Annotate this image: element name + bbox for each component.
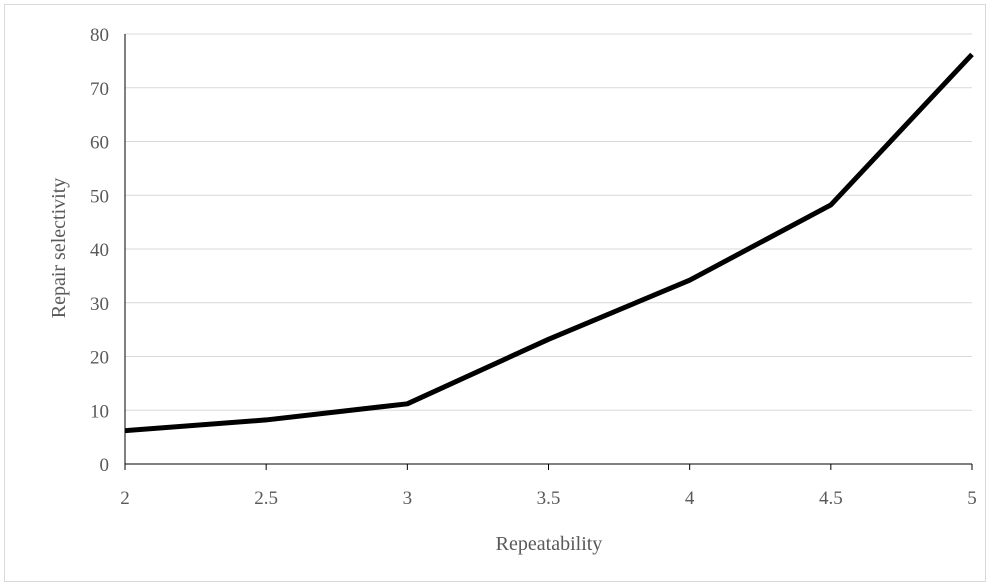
y-tick-label: 10 xyxy=(90,401,109,422)
tick-labels: 0 10 20 30 40 50 60 70 80 2 2.5 3 3.5 4 4.5 5 xyxy=(90,25,977,509)
y-tick-label: 70 xyxy=(90,79,109,100)
x-tick-label: 4 xyxy=(685,488,695,509)
x-tick-label: 2 xyxy=(120,488,130,509)
y-tick-label: 20 xyxy=(90,348,109,369)
series-line-0 xyxy=(124,52,974,434)
y-tick-label: 40 xyxy=(90,240,109,261)
series-layer xyxy=(124,52,974,434)
x-tick-label: 4.5 xyxy=(819,488,843,509)
y-tick-label: 50 xyxy=(90,186,109,207)
y-tick-label: 80 xyxy=(90,25,109,46)
y-tick-label: 60 xyxy=(90,133,109,154)
y-tick-label: 0 xyxy=(100,455,110,476)
chart-frame xyxy=(4,4,986,582)
y-tick-label: 30 xyxy=(90,294,109,315)
axes xyxy=(124,34,973,470)
x-axis-title: Repeatability xyxy=(496,533,603,555)
gridlines xyxy=(125,33,972,411)
x-tick-label: 2.5 xyxy=(254,488,278,509)
x-tick-label: 3 xyxy=(403,488,413,509)
x-tick-label: 3.5 xyxy=(537,488,561,509)
x-tick-label: 5 xyxy=(967,488,977,509)
y-axis-title: Repair selectivity xyxy=(48,178,70,319)
